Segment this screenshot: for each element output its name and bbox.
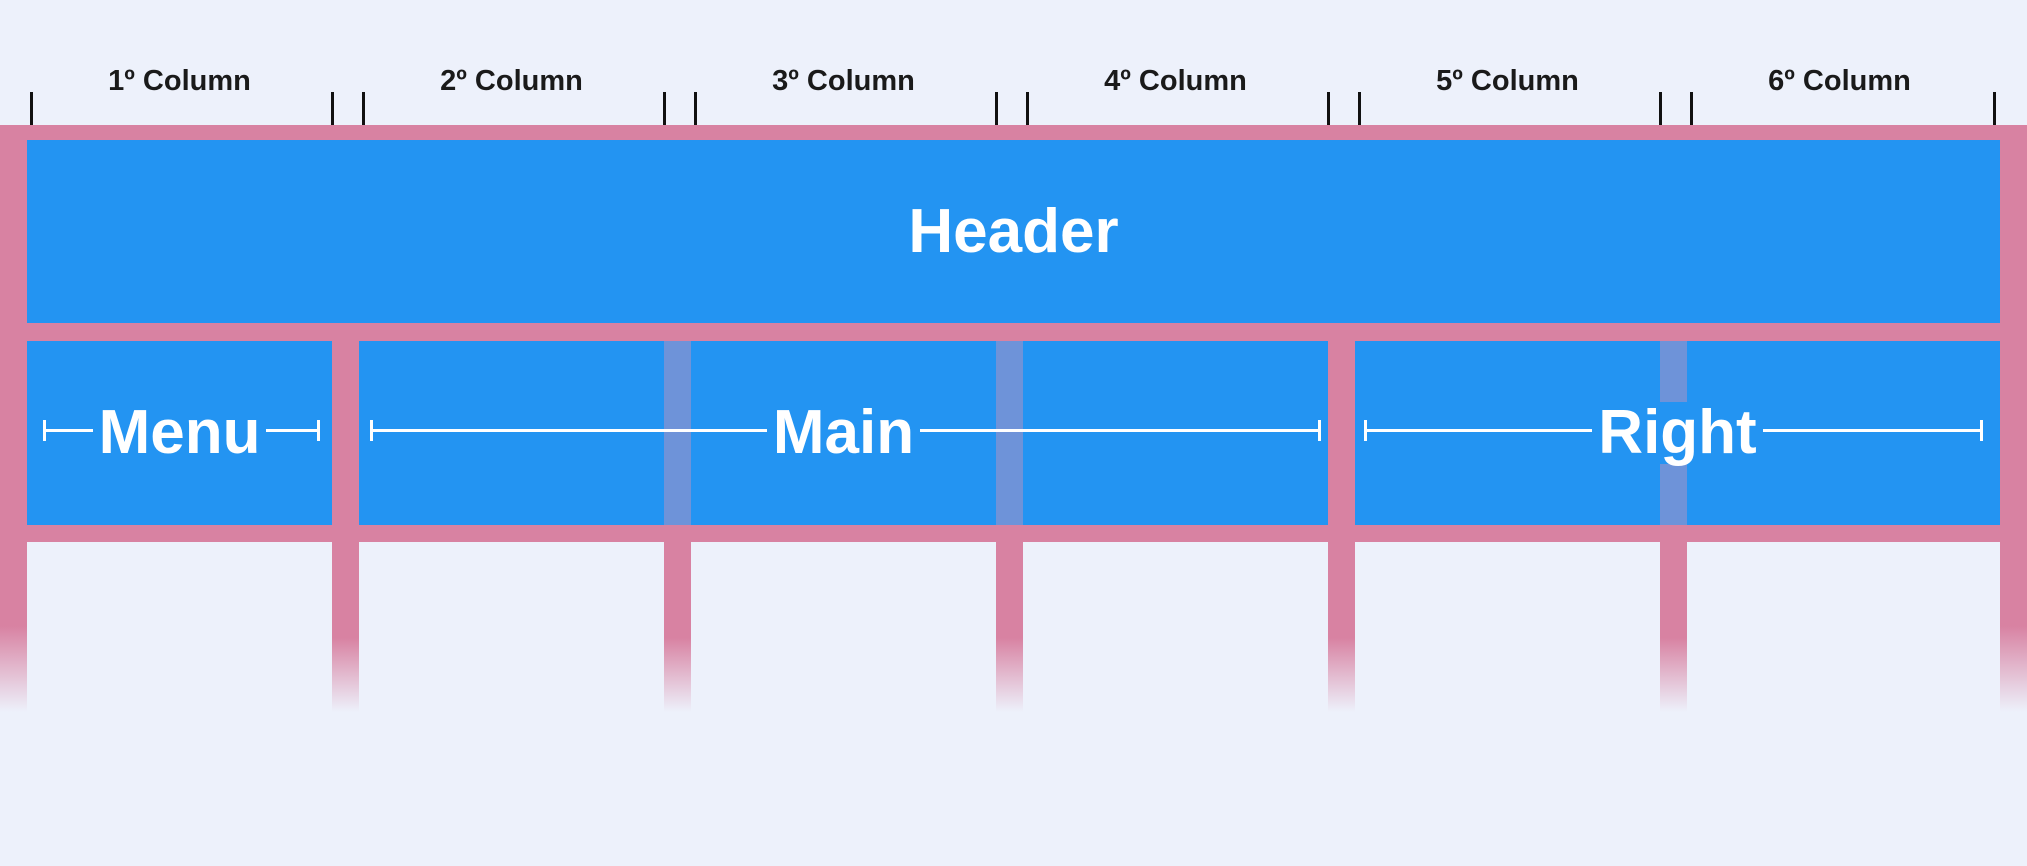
column-tick xyxy=(1026,92,1029,125)
column-label-6: 6º Column xyxy=(1768,65,1911,97)
column-label-4: 4º Column xyxy=(1104,65,1247,97)
column-gutter xyxy=(1328,341,1355,712)
main-label: Main xyxy=(766,402,921,464)
column-tick xyxy=(663,92,666,125)
grid-row-gap xyxy=(0,125,2027,140)
column-tick xyxy=(1993,92,1996,125)
column-label-1: 1º Column xyxy=(108,65,251,97)
header-area: Header xyxy=(27,140,2000,323)
grid-row-gap xyxy=(0,323,2027,341)
column-tick xyxy=(995,92,998,125)
column-tick xyxy=(1358,92,1361,125)
grid-left-edge xyxy=(0,140,27,712)
column-gutter xyxy=(332,341,359,712)
header-label: Header xyxy=(902,200,1125,263)
column-label-5: 5º Column xyxy=(1436,65,1579,97)
column-tick xyxy=(30,92,33,125)
right-label: Right xyxy=(1592,402,1763,464)
column-tick xyxy=(1659,92,1662,125)
menu-area: Menu xyxy=(27,341,332,525)
spanned-gutter xyxy=(996,341,1023,525)
column-tick xyxy=(1690,92,1693,125)
column-tick xyxy=(331,92,334,125)
spanned-gutter xyxy=(664,341,691,525)
column-label-3: 3º Column xyxy=(772,65,915,97)
column-tick xyxy=(694,92,697,125)
column-tick xyxy=(1327,92,1330,125)
column-label-2: 2º Column xyxy=(440,65,583,97)
grid-right-edge xyxy=(2000,140,2027,712)
main-area: Main xyxy=(359,341,1328,525)
menu-label: Menu xyxy=(92,402,267,464)
column-tick xyxy=(362,92,365,125)
